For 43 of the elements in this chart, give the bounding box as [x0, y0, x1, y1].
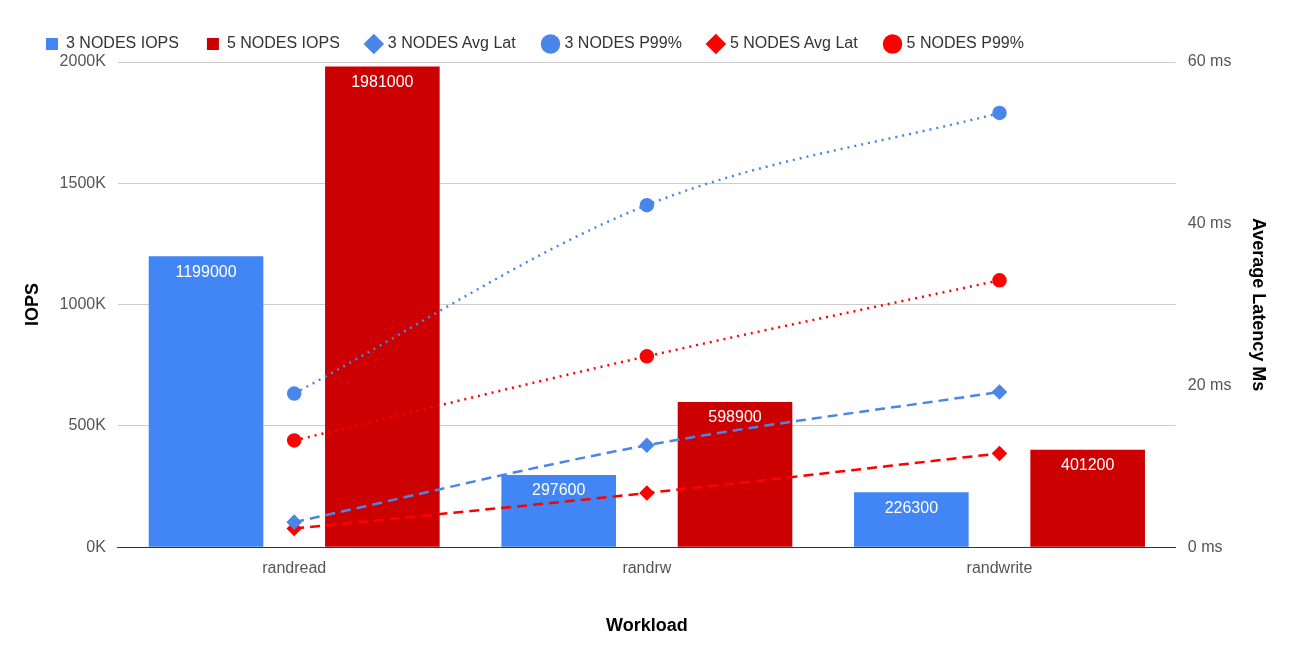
y-tick-label: 500K: [68, 416, 107, 434]
y-tick-label: 1500K: [59, 173, 107, 191]
point: [639, 485, 655, 501]
data-label: 401200: [1060, 456, 1115, 474]
point: [639, 197, 655, 213]
point: [639, 349, 655, 364]
data-label: 297600: [531, 481, 586, 499]
bar: [148, 256, 264, 547]
point: [286, 514, 302, 530]
y-tick-label: 0K: [86, 537, 107, 555]
y-tick-label: 2000K: [59, 52, 107, 70]
y2-tick-label: 40 ms: [1187, 214, 1232, 232]
x-tick-label: randrw: [622, 559, 672, 577]
point: [992, 446, 1007, 461]
x-tick-label: randwrite: [966, 559, 1033, 577]
bar: [1030, 449, 1145, 547]
bar: [854, 492, 969, 547]
legend-label: 5 NODES P99%: [906, 34, 1024, 52]
point: [992, 273, 1007, 288]
y-axis-title: IOPS: [21, 283, 42, 327]
legend-label: 3 NODES Avg Lat: [387, 34, 517, 52]
point: [992, 384, 1007, 400]
point: [639, 438, 655, 453]
y2-axis-title: Average Latency Ms: [1249, 217, 1270, 392]
data-label: 226300: [884, 498, 939, 516]
legend-label: 5 NODES Avg Lat: [729, 34, 859, 52]
bar: [677, 401, 793, 547]
bar: [325, 66, 440, 547]
y-tick-label: 1000K: [59, 295, 107, 313]
data-label: 1199000: [175, 262, 237, 280]
y2-tick-label: 0 ms: [1187, 537, 1223, 555]
point: [286, 433, 302, 448]
y2-tick-label: 60 ms: [1187, 52, 1232, 70]
x-tick-label: randread: [262, 559, 327, 577]
point: [286, 386, 302, 401]
x-axis-title: Workload: [606, 615, 688, 636]
data-label: 598900: [708, 408, 762, 426]
legend-label: 3 NODES IOPS: [66, 34, 179, 52]
point: [992, 105, 1007, 121]
y2-tick-label: 20 ms: [1187, 375, 1232, 393]
legend-label: 3 NODES P99%: [564, 34, 682, 52]
data-label: 1981000: [351, 73, 414, 91]
legend-label: 5 NODES IOPS: [226, 34, 340, 52]
